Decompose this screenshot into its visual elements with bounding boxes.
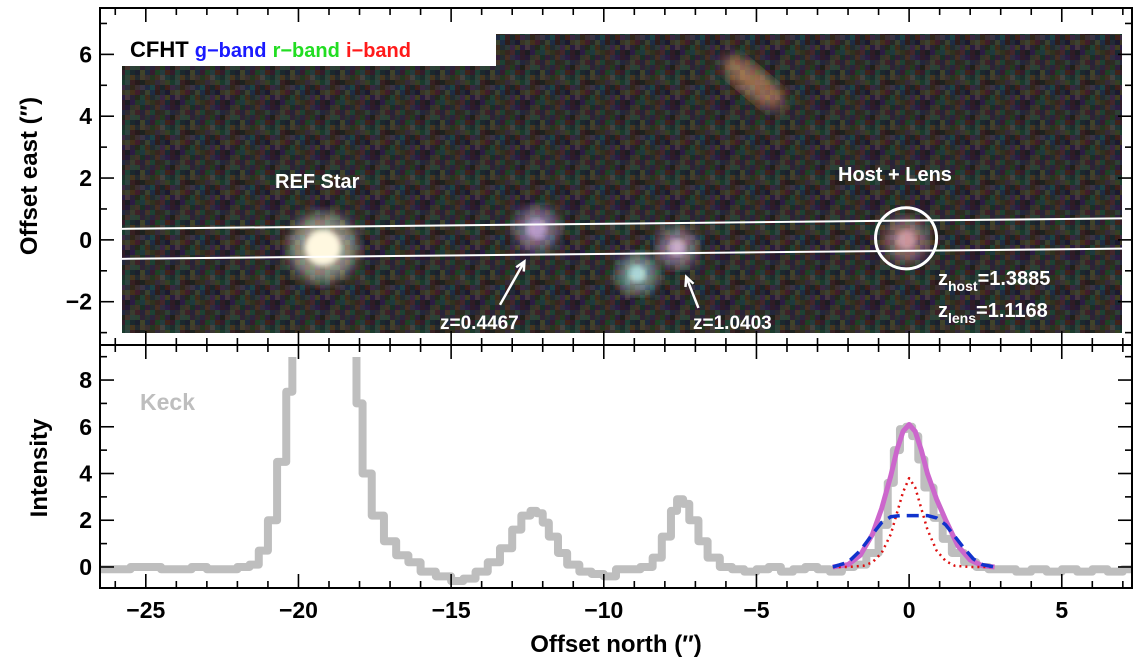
z-lens-prefix: z bbox=[938, 300, 948, 322]
image-panel: CFHT g−band r−band i−band REF Star Host … bbox=[16, 7, 1133, 346]
series-keck bbox=[100, 357, 1132, 585]
title-cfht: CFHT bbox=[130, 37, 189, 62]
y-tick-label: 8 bbox=[79, 367, 92, 393]
z-label-1: z=0.4467 bbox=[440, 313, 519, 334]
series-lens-component bbox=[832, 476, 995, 569]
x-tick-label: −20 bbox=[279, 597, 318, 623]
title-g-band: g−band bbox=[195, 40, 267, 62]
y-tick-label: 0 bbox=[79, 554, 92, 580]
slit-lines bbox=[122, 217, 1122, 260]
source-core bbox=[896, 230, 916, 250]
z-lens-value: =1.1168 bbox=[976, 300, 1048, 322]
arrow-head bbox=[684, 274, 695, 288]
bottom-ticks: 0 2 4 6 8 −25 −20 −15 −10 −5 0 5 bbox=[79, 345, 1132, 623]
title-i-band: i−band bbox=[346, 40, 411, 62]
z-lens-label: zlens=1.1168 bbox=[938, 300, 1048, 326]
y-tick-label: 0 bbox=[79, 227, 92, 253]
bottom-frame bbox=[99, 344, 1133, 589]
top-y-axis-title: Offset east (″) bbox=[16, 97, 43, 255]
ref-star-label: REF Star bbox=[275, 171, 360, 193]
arrow-shaft bbox=[498, 260, 526, 306]
x-tick-label: 0 bbox=[903, 597, 916, 623]
title-box bbox=[122, 34, 496, 66]
y-tick-label: −2 bbox=[66, 289, 92, 315]
x-tick-label: −15 bbox=[432, 597, 471, 623]
x-axis-title: Offset north (″) bbox=[530, 631, 701, 658]
slit-line bbox=[122, 217, 1122, 230]
top-ticks: −2 0 2 4 6 bbox=[66, 8, 1132, 345]
x-tick-label: −5 bbox=[743, 597, 769, 623]
z-host-label: zhost=1.3885 bbox=[938, 268, 1050, 294]
series-total-model bbox=[832, 421, 995, 570]
profile-panel: Keck 0 2 4 6 8 −25 −20 −15 −10 −5 0 5 Intensity Off… bbox=[26, 344, 1133, 658]
z-host-value: =1.3885 bbox=[978, 268, 1051, 290]
y-tick-label: 4 bbox=[79, 103, 92, 129]
x-tick-label: 5 bbox=[1055, 597, 1068, 623]
arrow-head bbox=[515, 259, 526, 272]
curves-layer bbox=[100, 357, 1132, 585]
arrows-layer bbox=[498, 259, 700, 309]
bottom-y-axis-title: Intensity bbox=[26, 418, 53, 517]
host-lens-label: Host + Lens bbox=[838, 164, 952, 186]
series-host-component bbox=[832, 513, 995, 569]
source-core bbox=[668, 239, 686, 257]
source-core bbox=[526, 219, 547, 239]
slit-line bbox=[122, 247, 1122, 260]
z-lens-sub: lens bbox=[948, 310, 976, 326]
title-r-band: r−band bbox=[273, 40, 340, 62]
keck-legend: Keck bbox=[140, 389, 195, 415]
source-core bbox=[304, 229, 342, 266]
host-lens-circle bbox=[874, 206, 939, 271]
z-host-prefix: z bbox=[938, 268, 948, 290]
source-blob bbox=[722, 55, 784, 109]
y-tick-label: 2 bbox=[79, 507, 92, 533]
image-title: CFHT g−band r−band i−band bbox=[130, 37, 411, 62]
y-tick-label: 4 bbox=[79, 461, 92, 487]
x-tick-label: −25 bbox=[126, 597, 165, 623]
z-label-2: z=1.0403 bbox=[693, 313, 772, 334]
arrow-shaft bbox=[685, 276, 700, 309]
y-tick-label: 6 bbox=[79, 41, 92, 67]
y-tick-label: 6 bbox=[79, 414, 92, 440]
z-host-sub: host bbox=[948, 278, 978, 294]
y-tick-label: 2 bbox=[79, 165, 92, 191]
x-tick-label: −10 bbox=[584, 597, 623, 623]
source-core bbox=[628, 265, 646, 283]
